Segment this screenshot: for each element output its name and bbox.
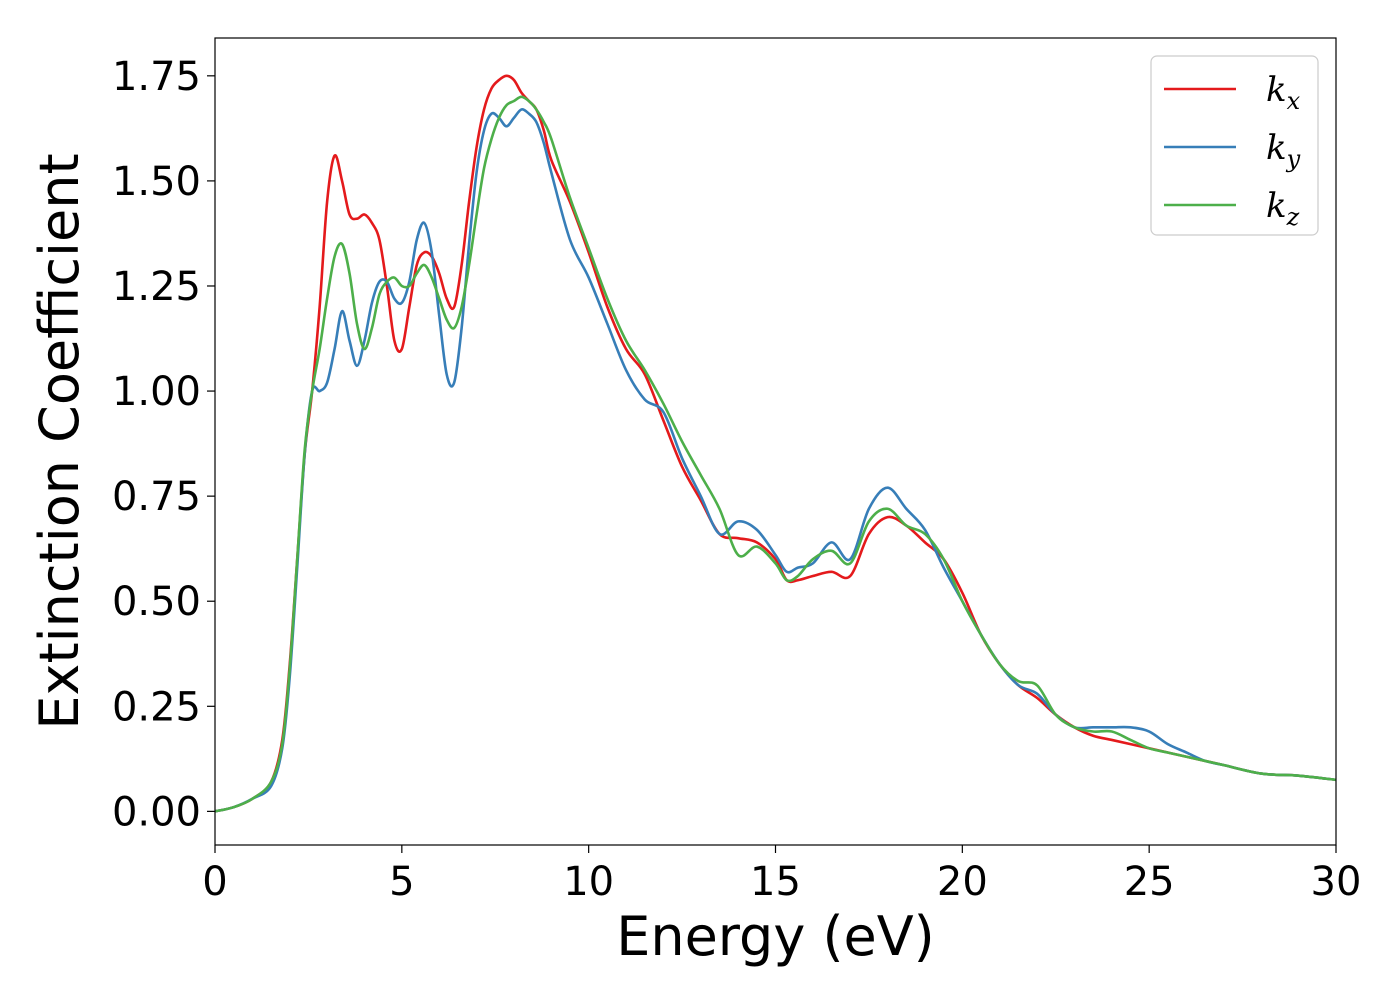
series-layer: [215, 74, 1336, 813]
y-tick-label: 0.25: [112, 684, 201, 730]
y-tick-label: 1.75: [112, 54, 201, 100]
x-tick-label: 10: [563, 859, 614, 905]
legend-label: kz: [1266, 186, 1300, 231]
legend-label-sub: x: [1287, 87, 1301, 115]
y-axis-ticks: 0.00 0.25 0.50 0.75 1.00 1.25 1.50 1.75: [112, 54, 215, 835]
x-tick-label: 25: [1124, 859, 1175, 905]
y-tick-label: 1.25: [112, 264, 201, 310]
series-line-k_x: [215, 74, 1336, 813]
y-tick-label: 1.50: [112, 159, 201, 205]
legend-label-sub: y: [1286, 145, 1301, 173]
legend-label: kx: [1266, 70, 1301, 115]
legend-label-main: k: [1266, 70, 1287, 110]
series-line-k_y: [215, 108, 1336, 813]
legend-label-sub: z: [1286, 203, 1300, 231]
y-tick-label: 0.50: [112, 579, 201, 625]
y-tick-label: 0.00: [112, 789, 201, 835]
series-line-k_z: [215, 95, 1336, 813]
x-tick-label: 30: [1311, 859, 1362, 905]
x-tick-label: 20: [937, 859, 988, 905]
legend-label-main: k: [1266, 128, 1287, 168]
x-axis-label: Energy (eV): [616, 905, 935, 968]
legend-label-main: k: [1266, 186, 1287, 226]
y-axis-label: Extinction Coefficient: [28, 153, 91, 729]
y-tick-label: 1.00: [112, 369, 201, 415]
legend-label: ky: [1266, 128, 1301, 173]
x-tick-label: 5: [389, 859, 414, 905]
x-tick-label: 15: [750, 859, 801, 905]
x-axis-ticks: 0 5 10 15 20 25 30: [202, 845, 1361, 905]
legend-box: [1150, 55, 1319, 236]
y-tick-label: 0.75: [112, 474, 201, 520]
x-tick-label: 0: [202, 859, 227, 905]
